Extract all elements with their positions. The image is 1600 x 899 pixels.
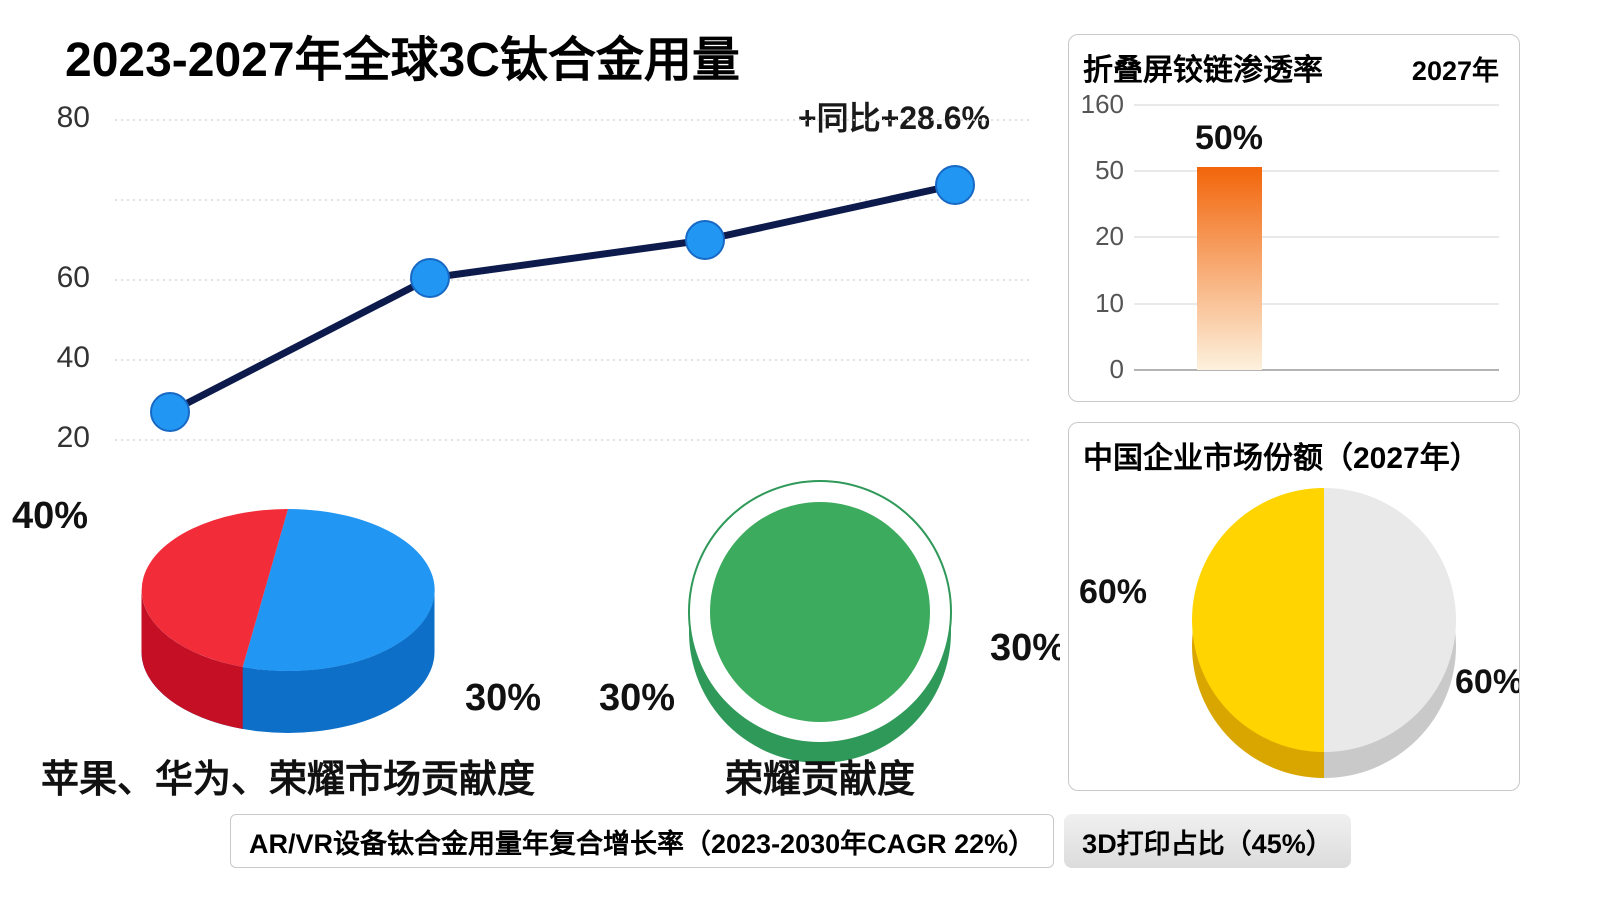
- svg-text:30%: 30%: [990, 627, 1060, 669]
- svg-text:50%: 50%: [1195, 119, 1263, 157]
- svg-text:60: 60: [57, 261, 90, 294]
- svg-text:60%: 60%: [1079, 573, 1147, 611]
- svg-text:20: 20: [57, 421, 90, 454]
- svg-text:80: 80: [57, 101, 90, 134]
- svg-text:40: 40: [57, 341, 90, 374]
- svg-text:60%: 60%: [1455, 663, 1519, 701]
- svg-text:30%: 30%: [599, 677, 675, 719]
- svg-text:160: 160: [1081, 89, 1124, 119]
- svg-text:50: 50: [1095, 155, 1124, 185]
- svg-text:荣耀贡献度: 荣耀贡献度: [725, 759, 915, 801]
- svg-text:苹果、华为、荣耀市场贡献度: 苹果、华为、荣耀市场贡献度: [41, 759, 535, 801]
- svg-text:20: 20: [1095, 221, 1124, 251]
- svg-text:40%: 40%: [12, 495, 88, 537]
- svg-text:30%: 30%: [465, 677, 541, 719]
- svg-text:0: 0: [1110, 354, 1124, 384]
- svg-text:10: 10: [1095, 288, 1124, 318]
